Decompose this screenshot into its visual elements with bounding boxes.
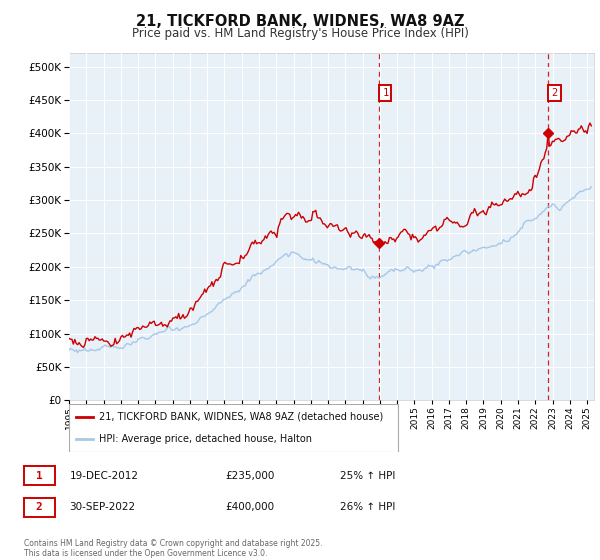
Text: 26% ↑ HPI: 26% ↑ HPI bbox=[340, 502, 395, 512]
Text: 19-DEC-2012: 19-DEC-2012 bbox=[70, 471, 139, 481]
Text: 2: 2 bbox=[35, 502, 43, 512]
Text: 30-SEP-2022: 30-SEP-2022 bbox=[70, 502, 136, 512]
Text: 1: 1 bbox=[35, 471, 43, 481]
Text: 25% ↑ HPI: 25% ↑ HPI bbox=[340, 471, 395, 481]
Text: £400,000: £400,000 bbox=[225, 502, 274, 512]
Text: Contains HM Land Registry data © Crown copyright and database right 2025.: Contains HM Land Registry data © Crown c… bbox=[23, 539, 322, 548]
Text: HPI: Average price, detached house, Halton: HPI: Average price, detached house, Halt… bbox=[99, 434, 312, 444]
Bar bbox=[23, 466, 55, 486]
Bar bbox=[23, 498, 55, 517]
Text: 1: 1 bbox=[382, 88, 389, 98]
Text: £235,000: £235,000 bbox=[225, 471, 274, 481]
Text: Price paid vs. HM Land Registry's House Price Index (HPI): Price paid vs. HM Land Registry's House … bbox=[131, 27, 469, 40]
Text: This data is licensed under the Open Government Licence v3.0.: This data is licensed under the Open Gov… bbox=[23, 549, 267, 558]
Text: 21, TICKFORD BANK, WIDNES, WA8 9AZ: 21, TICKFORD BANK, WIDNES, WA8 9AZ bbox=[136, 14, 464, 29]
Text: 21, TICKFORD BANK, WIDNES, WA8 9AZ (detached house): 21, TICKFORD BANK, WIDNES, WA8 9AZ (deta… bbox=[99, 412, 383, 422]
Text: 2: 2 bbox=[551, 88, 557, 98]
